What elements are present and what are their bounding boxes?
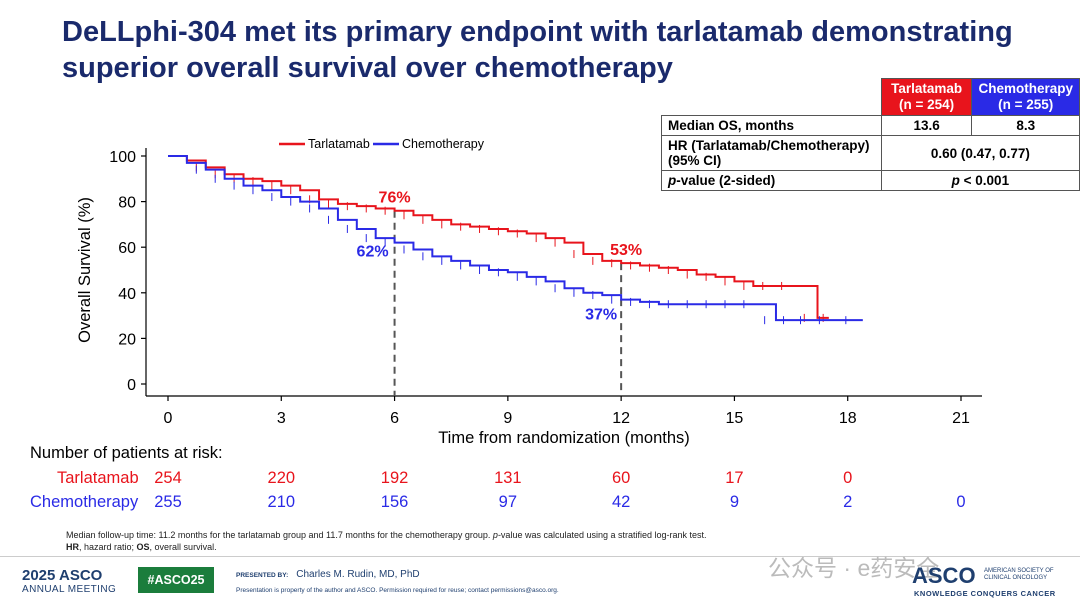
p-value-label-rest: -value (2-sided) bbox=[676, 173, 776, 188]
footer-bar: 2025 ASCO ANNUAL MEETING #ASCO25 PRESENT… bbox=[0, 555, 1080, 608]
stats-table: Tarlatamab (n = 254) Chemotherapy (n = 2… bbox=[661, 78, 1080, 191]
presenter-name: Charles M. Rudin, MD, PhD bbox=[296, 569, 420, 580]
p-value-row: p-value (2-sided) p < 0.001 bbox=[661, 170, 1080, 191]
risk-value-chemotherapy: 0 bbox=[956, 493, 966, 511]
risk-value-chemotherapy: 255 bbox=[154, 493, 182, 511]
x-axis-label: Time from randomization (months) bbox=[438, 429, 690, 447]
stats-blank-cell bbox=[662, 79, 882, 116]
risk-value-tarlatamab: 60 bbox=[611, 469, 631, 487]
footnote-line-2: HR, hazard ratio; OS, overall survival. bbox=[66, 541, 866, 553]
footnote-p: p bbox=[492, 530, 498, 540]
risk-value-tarlatamab: 192 bbox=[380, 469, 409, 487]
footnote-hr-def: , hazard ratio; bbox=[79, 542, 137, 552]
header-tarlatamab-n: (n = 254) bbox=[899, 97, 955, 112]
meeting-logo-line-1: 2025 ASCO bbox=[22, 567, 103, 584]
km-chart: 0 20 40 60 80 100 0 3 6 9 12 15 18 21 Time from random… bbox=[76, 137, 982, 447]
median-os-chemo: 8.3 bbox=[971, 115, 1080, 136]
hr-label-line-1: HR (Tarlatamab/Chemotherapy) bbox=[668, 138, 870, 153]
x-tick-label: 0 bbox=[164, 410, 173, 427]
p-value-label: p-value (2-sided) bbox=[661, 170, 882, 191]
slide-title: DeLLphi-304 met its primary endpoint wit… bbox=[62, 14, 1042, 86]
presenter: PRESENTED BY: Charles M. Rudin, MD, PhD bbox=[236, 569, 420, 580]
p-value-rest: < 0.001 bbox=[959, 173, 1010, 188]
risk-value-chemotherapy: 2 bbox=[843, 493, 853, 511]
y-tick-label: 20 bbox=[118, 331, 136, 348]
stats-header-row: Tarlatamab (n = 254) Chemotherapy (n = 2… bbox=[662, 78, 1080, 116]
y-tick-label: 80 bbox=[118, 195, 136, 212]
annotation-tarlatamab: 53% bbox=[610, 242, 642, 259]
risk-value-chemotherapy: 210 bbox=[267, 493, 296, 511]
x-tick-label: 6 bbox=[390, 410, 399, 427]
meeting-logo: 2025 ASCO ANNUAL MEETING bbox=[22, 567, 117, 597]
p-value-italic: p bbox=[951, 173, 960, 188]
hr-label: HR (Tarlatamab/Chemotherapy) (95% CI) bbox=[661, 135, 882, 171]
footnote-os: OS bbox=[136, 542, 150, 552]
footnote-line-1: Median follow-up time: 11.2 months for t… bbox=[66, 529, 866, 541]
risk-value-tarlatamab: 0 bbox=[843, 469, 853, 487]
risk-value-chemotherapy: 156 bbox=[380, 493, 409, 511]
y-tick-label: 100 bbox=[109, 149, 136, 166]
asco-logo: ASCO AMERICAN SOCIETY OF CLINICAL ONCOLO… bbox=[912, 563, 1055, 598]
hashtag-badge: #ASCO25 bbox=[138, 567, 214, 593]
header-tarlatamab-name: Tarlatamab bbox=[891, 81, 963, 96]
asco-logo-text: ASCO bbox=[912, 563, 976, 588]
risk-table-title: Number of patients at risk: bbox=[30, 444, 223, 462]
footnote: Median follow-up time: 11.2 months for t… bbox=[66, 529, 866, 553]
x-tick-label: 12 bbox=[612, 410, 630, 427]
y-tick-label: 0 bbox=[127, 377, 136, 394]
asco-society-text: AMERICAN SOCIETY OF CLINICAL ONCOLOGY bbox=[984, 568, 1054, 581]
title-line-2: superior overall survival over chemother… bbox=[62, 52, 673, 84]
hr-label-line-2: (95% CI) bbox=[668, 153, 722, 168]
footnote-logrank: -value was calculated using a stratified… bbox=[497, 530, 707, 540]
risk-value-tarlatamab: 220 bbox=[267, 469, 296, 487]
x-tick-label: 9 bbox=[503, 410, 512, 427]
footnote-hr: HR bbox=[66, 542, 79, 552]
p-value: p < 0.001 bbox=[880, 170, 1080, 191]
annotation-chemotherapy: 37% bbox=[585, 307, 617, 324]
median-os-label: Median OS, months bbox=[661, 115, 882, 136]
risk-value-tarlatamab: 17 bbox=[725, 469, 744, 487]
risk-value-tarlatamab: 254 bbox=[154, 469, 182, 487]
x-tick-label: 21 bbox=[952, 410, 970, 427]
footnote-followup: Median follow-up time: 11.2 months for t… bbox=[66, 530, 493, 540]
y-tick-label: 40 bbox=[118, 286, 136, 303]
risk-value-chemotherapy: 9 bbox=[729, 493, 740, 511]
km-curve-tarlatamab bbox=[168, 155, 829, 319]
median-os-tarlatamab: 13.6 bbox=[880, 115, 973, 136]
asco-tagline: KNOWLEDGE CONQUERS CANCER bbox=[914, 589, 1056, 598]
p-value-label-italic: p bbox=[668, 173, 677, 188]
median-os-row: Median OS, months 13.6 8.3 bbox=[661, 115, 1080, 136]
annotation-chemotherapy: 62% bbox=[357, 244, 389, 261]
risk-value-tarlatamab: 131 bbox=[494, 469, 522, 487]
y-tick-label: 60 bbox=[118, 240, 136, 257]
x-tick-label: 15 bbox=[726, 410, 744, 427]
header-tarlatamab: Tarlatamab (n = 254) bbox=[880, 78, 973, 116]
header-chemo-name: Chemotherapy bbox=[978, 81, 1073, 96]
x-tick-label: 18 bbox=[839, 410, 857, 427]
hr-row: HR (Tarlatamab/Chemotherapy) (95% CI) 0.… bbox=[661, 135, 1080, 171]
title-line-1: DeLLphi-304 met its primary endpoint wit… bbox=[62, 16, 1013, 48]
watermark: 公众号 · e药安全 bbox=[768, 555, 940, 581]
risk-value-chemotherapy: 97 bbox=[498, 493, 518, 511]
risk-label-tarlatamab: Tarlatamab bbox=[57, 469, 139, 487]
presented-by-label: PRESENTED BY: bbox=[236, 572, 289, 579]
legend-label-chemotherapy: Chemotherapy bbox=[402, 137, 485, 151]
risk-value-chemotherapy: 42 bbox=[611, 493, 631, 511]
x-tick-label: 3 bbox=[277, 410, 286, 427]
meeting-logo-line-2: ANNUAL MEETING bbox=[22, 584, 117, 595]
disclaimer: Presentation is property of the author a… bbox=[236, 587, 559, 594]
risk-label-chemotherapy: Chemotherapy bbox=[30, 493, 139, 511]
annotation-tarlatamab: 76% bbox=[379, 190, 411, 207]
y-axis-label: Overall Survival (%) bbox=[76, 197, 94, 343]
header-chemo-n: (n = 255) bbox=[998, 97, 1054, 112]
footnote-os-def: , overall survival. bbox=[149, 542, 217, 552]
legend-label-tarlatamab: Tarlatamab bbox=[308, 137, 370, 151]
hr-value: 0.60 (0.47, 0.77) bbox=[880, 135, 1080, 171]
header-chemotherapy: Chemotherapy (n = 255) bbox=[971, 78, 1080, 116]
